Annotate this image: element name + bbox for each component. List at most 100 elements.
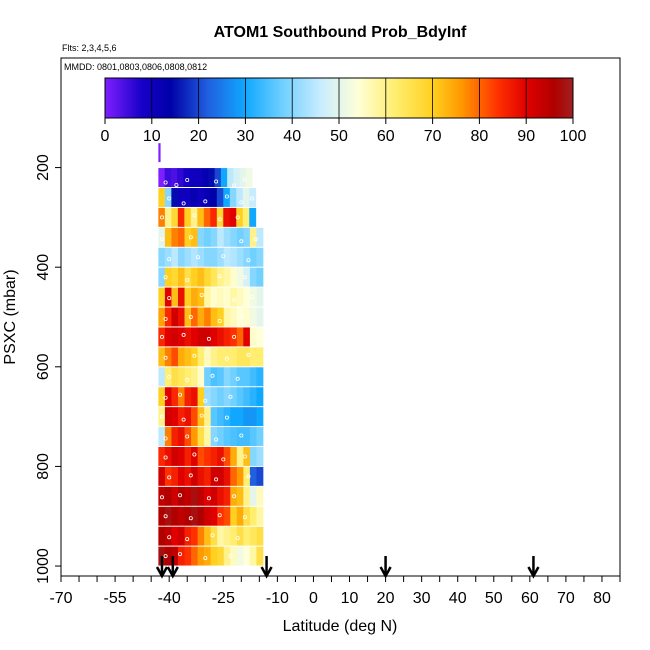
x-tick-label: 40 (449, 590, 467, 607)
heatmap-cell (243, 546, 251, 566)
heatmap-cell (223, 546, 231, 566)
heatmap-cell (171, 207, 179, 227)
heatmap-cell (197, 287, 205, 307)
heatmap-cell (223, 307, 231, 327)
heatmap-cell (204, 327, 212, 347)
heatmap-cell (256, 227, 264, 247)
heatmap-cell (204, 307, 212, 327)
sample-marker (177, 552, 182, 557)
sample-marker (159, 414, 164, 419)
heatmap-cell (197, 427, 205, 446)
sample-marker (239, 200, 244, 205)
sample-marker (159, 237, 164, 242)
sample-marker (206, 496, 211, 501)
heatmap-cell (204, 427, 212, 446)
heatmap-cell (229, 188, 237, 207)
heatmap-cell (256, 287, 264, 307)
heatmap-cell (210, 207, 218, 227)
sample-marker (163, 275, 168, 280)
heatmap-cell (220, 168, 228, 187)
heatmap-cell (249, 267, 257, 287)
sample-marker (210, 373, 215, 378)
heatmap-cell (230, 267, 238, 287)
flight-arrow-head (166, 566, 179, 579)
sample-marker (159, 495, 164, 500)
heatmap-cell (164, 546, 172, 566)
heatmap-cell (236, 267, 244, 287)
y-tick-label: 400 (35, 254, 52, 281)
heatmap-cell (197, 307, 205, 327)
heatmap-cell (217, 387, 225, 407)
heatmap-cell (184, 327, 192, 347)
sample-marker (246, 258, 251, 263)
sample-marker (199, 413, 204, 418)
heatmap-cell (223, 506, 231, 526)
heatmap-cell (177, 207, 185, 227)
sample-marker (246, 352, 251, 357)
heatmap-cell (183, 168, 191, 187)
heatmap-cell (230, 407, 238, 427)
sample-marker (221, 457, 226, 462)
heatmap-cell (177, 466, 185, 486)
heatmap-cell (217, 486, 225, 506)
heatmap-cell (210, 227, 218, 247)
heatmap-cell (171, 486, 179, 506)
heatmap-cell (249, 307, 257, 327)
sample-marker (163, 395, 168, 400)
heatmap-cell (177, 267, 185, 287)
heatmap-cell (223, 227, 231, 247)
colorbar-tick-label: 50 (330, 128, 348, 145)
heatmap-cell (210, 287, 218, 307)
sample-marker (181, 417, 186, 422)
heatmap-cell (256, 367, 264, 387)
heatmap-cell (190, 188, 198, 207)
heatmap-cell (236, 287, 244, 307)
heatmap-cell (197, 546, 205, 566)
heatmap-cell (177, 327, 185, 347)
sample-marker (235, 215, 240, 220)
heatmap-cell (197, 267, 205, 287)
heatmap-cell (171, 227, 179, 247)
heatmap-cell (197, 247, 205, 267)
sample-marker (181, 201, 186, 206)
heatmap-cell (204, 267, 212, 287)
heatmap-cell (204, 466, 212, 486)
heatmap-cell (236, 526, 244, 546)
colorbar-ticks: 0 10 20 30 40 50 60 70 80 90 100 (101, 78, 586, 145)
heatmap-cell (223, 486, 231, 506)
heatmap-cell (164, 347, 172, 367)
sample-marker (232, 494, 237, 499)
heatmap-cell (210, 407, 218, 427)
sample-marker (185, 278, 190, 283)
heatmap-cell (158, 347, 166, 367)
heatmap-cell (230, 447, 238, 466)
heatmap-cell (197, 227, 205, 247)
heatmap-cell (210, 347, 218, 367)
heatmap-cell (197, 188, 205, 207)
heatmap-cell (164, 387, 172, 407)
x-tick-label: 50 (485, 590, 503, 607)
heatmap-cell (197, 447, 205, 466)
heatmap-cell (177, 188, 185, 207)
heatmap-cell (184, 207, 192, 227)
flight-arrow-head (527, 566, 540, 579)
colorbar-tick-label: 70 (424, 128, 442, 145)
heatmap-cell (184, 287, 192, 307)
heatmap-cell (197, 466, 205, 486)
heatmap-cell (249, 387, 257, 407)
heatmap-cell (203, 207, 211, 227)
heatmap-cell (210, 447, 218, 466)
heatmap-cell (195, 168, 203, 187)
heatmap-cell (191, 287, 198, 307)
heatmap-cell (217, 247, 225, 267)
heatmap-cell (249, 466, 257, 486)
heatmap-cell (189, 168, 197, 187)
heatmap-cell (223, 427, 231, 446)
heatmap-cell (177, 227, 185, 247)
sample-marker (242, 515, 247, 520)
heatmap-cell (158, 327, 166, 347)
heatmap-cell (177, 447, 185, 466)
heatmap-cell (197, 486, 205, 506)
heatmap-cell (197, 327, 205, 347)
heatmap-cell (249, 327, 257, 347)
